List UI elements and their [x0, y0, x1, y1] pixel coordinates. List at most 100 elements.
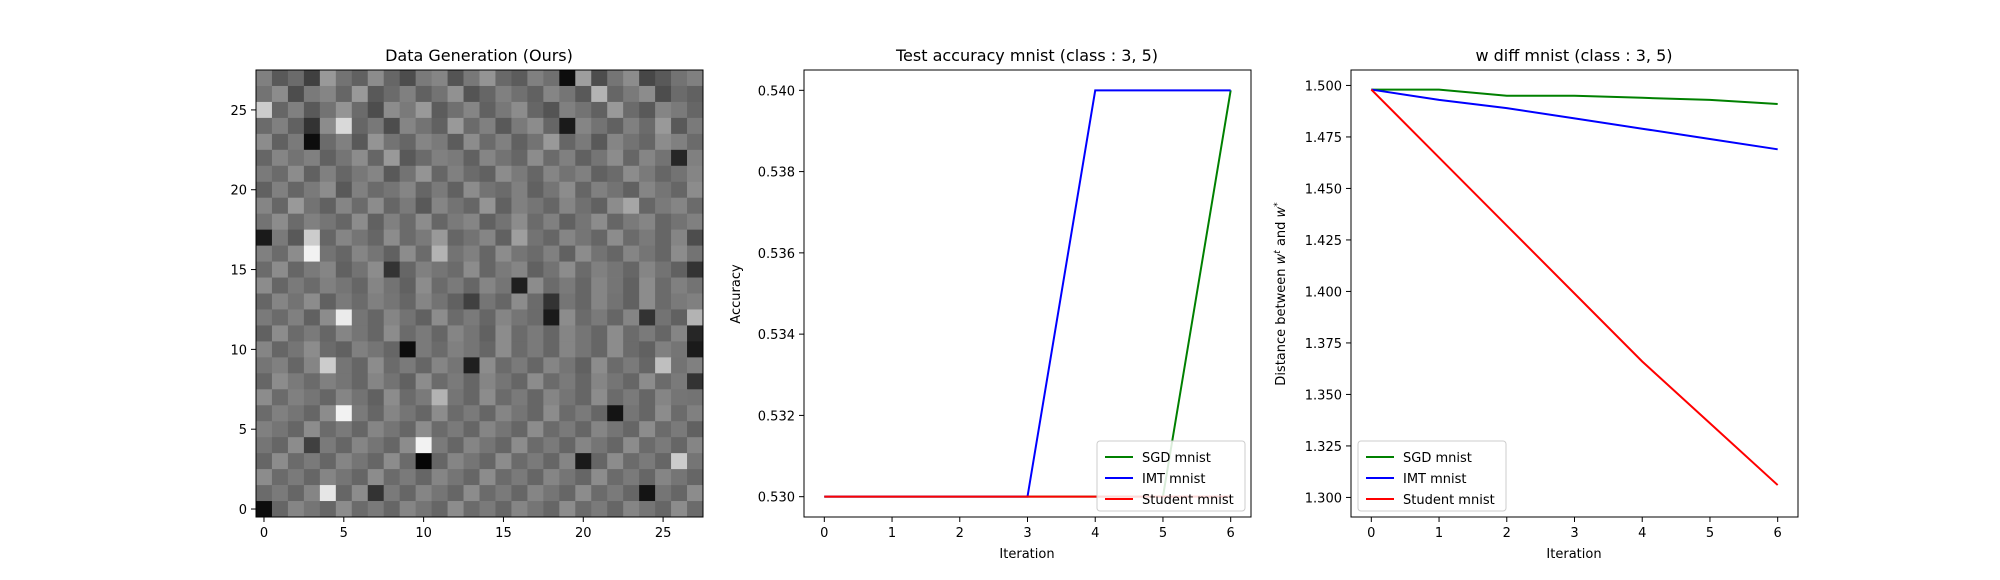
heatmap-cell — [479, 405, 496, 422]
heatmap-cell — [623, 389, 640, 406]
accuracy-x-tick-label: 3 — [1023, 526, 1031, 541]
heatmap-cell — [527, 149, 544, 167]
heatmap-cell — [559, 213, 576, 231]
heatmap-cell — [335, 373, 353, 390]
heatmap-cell — [351, 469, 369, 486]
heatmap-cell — [591, 309, 608, 326]
heatmap-cell — [655, 373, 672, 390]
wdiff-x-tick-label: 5 — [1706, 526, 1714, 541]
heatmap-cell — [383, 501, 401, 518]
heatmap-cell — [527, 405, 544, 422]
heatmap-cell — [463, 293, 480, 310]
heatmap-cell — [271, 453, 289, 470]
heatmap-cell — [287, 373, 305, 390]
heatmap-cell — [463, 101, 480, 119]
heatmap-cell — [687, 149, 704, 167]
wdiff-ylabel-part-5: w — [1274, 206, 1289, 217]
heatmap-cell — [415, 245, 432, 262]
heatmap-cell — [687, 325, 704, 342]
heatmap-cell — [303, 277, 321, 294]
heatmap-cell — [511, 261, 528, 278]
heatmap-cell — [511, 277, 528, 294]
heatmap-cell — [639, 117, 656, 135]
heatmap-cell — [591, 229, 608, 246]
heatmap-cell — [559, 469, 576, 486]
heatmap-cell — [591, 181, 608, 199]
heatmap-cell — [527, 421, 544, 438]
heatmap-cell — [575, 485, 592, 502]
heatmap-cell — [607, 133, 624, 151]
heatmap-cell — [319, 341, 337, 358]
heatmap-cell — [399, 501, 417, 518]
heatmap-cell — [431, 197, 448, 215]
heatmap-cell — [575, 277, 592, 294]
heatmap-cell — [527, 341, 544, 358]
heatmap-cell — [319, 133, 337, 151]
heatmap-cell — [639, 421, 656, 438]
heatmap-cell — [495, 101, 512, 119]
heatmap-cell — [287, 501, 305, 518]
heatmap-cell — [479, 133, 496, 151]
heatmap-cell — [351, 101, 369, 119]
heatmap-cell — [287, 261, 305, 278]
heatmap-cell — [287, 165, 305, 183]
heatmap-cell — [543, 485, 560, 502]
wdiff-y-tick-label: 1.325 — [1305, 440, 1342, 455]
heatmap-cell — [495, 421, 512, 438]
heatmap-cell — [431, 277, 448, 294]
heatmap-cell — [639, 165, 656, 183]
heatmap-cell — [655, 197, 672, 215]
heatmap-cell — [303, 213, 321, 231]
heatmap-cell — [655, 341, 672, 358]
heatmap-cell — [527, 70, 544, 87]
heatmap-cell — [639, 437, 656, 454]
heatmap-cell — [431, 149, 448, 167]
heatmap-cell — [271, 501, 289, 518]
heatmap-cell — [591, 133, 608, 151]
heatmap-cell — [367, 70, 385, 87]
heatmap-cell — [479, 453, 496, 470]
heatmap-cell — [511, 405, 528, 422]
heatmap-cell — [351, 70, 369, 87]
heatmap-cell — [319, 485, 337, 502]
heatmap-cell — [431, 133, 448, 151]
heatmap-cell — [655, 181, 672, 199]
heatmap-cell — [639, 229, 656, 246]
heatmap-cell — [511, 229, 528, 246]
heatmap-cell — [623, 373, 640, 390]
heatmap-cell — [367, 261, 385, 278]
wdiff-plot — [1370, 88, 1779, 486]
heatmap-cell — [575, 309, 592, 326]
heatmap-cell — [335, 149, 353, 167]
heatmap-cell — [415, 405, 432, 422]
heatmap-cell — [383, 101, 401, 119]
heatmap-cell — [256, 309, 273, 326]
heatmap-cell — [623, 309, 640, 326]
heatmap-cell — [655, 277, 672, 294]
heatmap-cell — [495, 485, 512, 502]
heatmap-cell — [607, 421, 624, 438]
heatmap-cell — [319, 181, 337, 199]
accuracy-legend-label: Student mnist — [1142, 493, 1234, 508]
accuracy-y-tick-label: 0.540 — [758, 84, 795, 99]
heatmap-cell — [495, 149, 512, 167]
heatmap-cell — [399, 213, 417, 231]
heatmap-cell — [256, 101, 273, 119]
heatmap-cell — [319, 229, 337, 246]
heatmap-cell — [415, 70, 432, 87]
heatmap-cell — [256, 277, 273, 294]
heatmap-cell — [575, 85, 592, 103]
heatmap-cell — [607, 325, 624, 342]
heatmap-cell — [303, 293, 321, 310]
heatmap-cell — [447, 405, 464, 422]
wdiff-y-tick-label: 1.500 — [1305, 79, 1342, 94]
heatmap-cell — [256, 149, 273, 167]
heatmap-cell — [447, 373, 464, 390]
wdiff-ylabel-part-2: w — [1274, 253, 1289, 264]
heatmap-cell — [575, 133, 592, 151]
heatmap-cell — [303, 229, 321, 246]
heatmap-cell — [303, 165, 321, 183]
heatmap-cell — [559, 277, 576, 294]
heatmap-cell — [623, 357, 640, 374]
heatmap-cell — [399, 421, 417, 438]
